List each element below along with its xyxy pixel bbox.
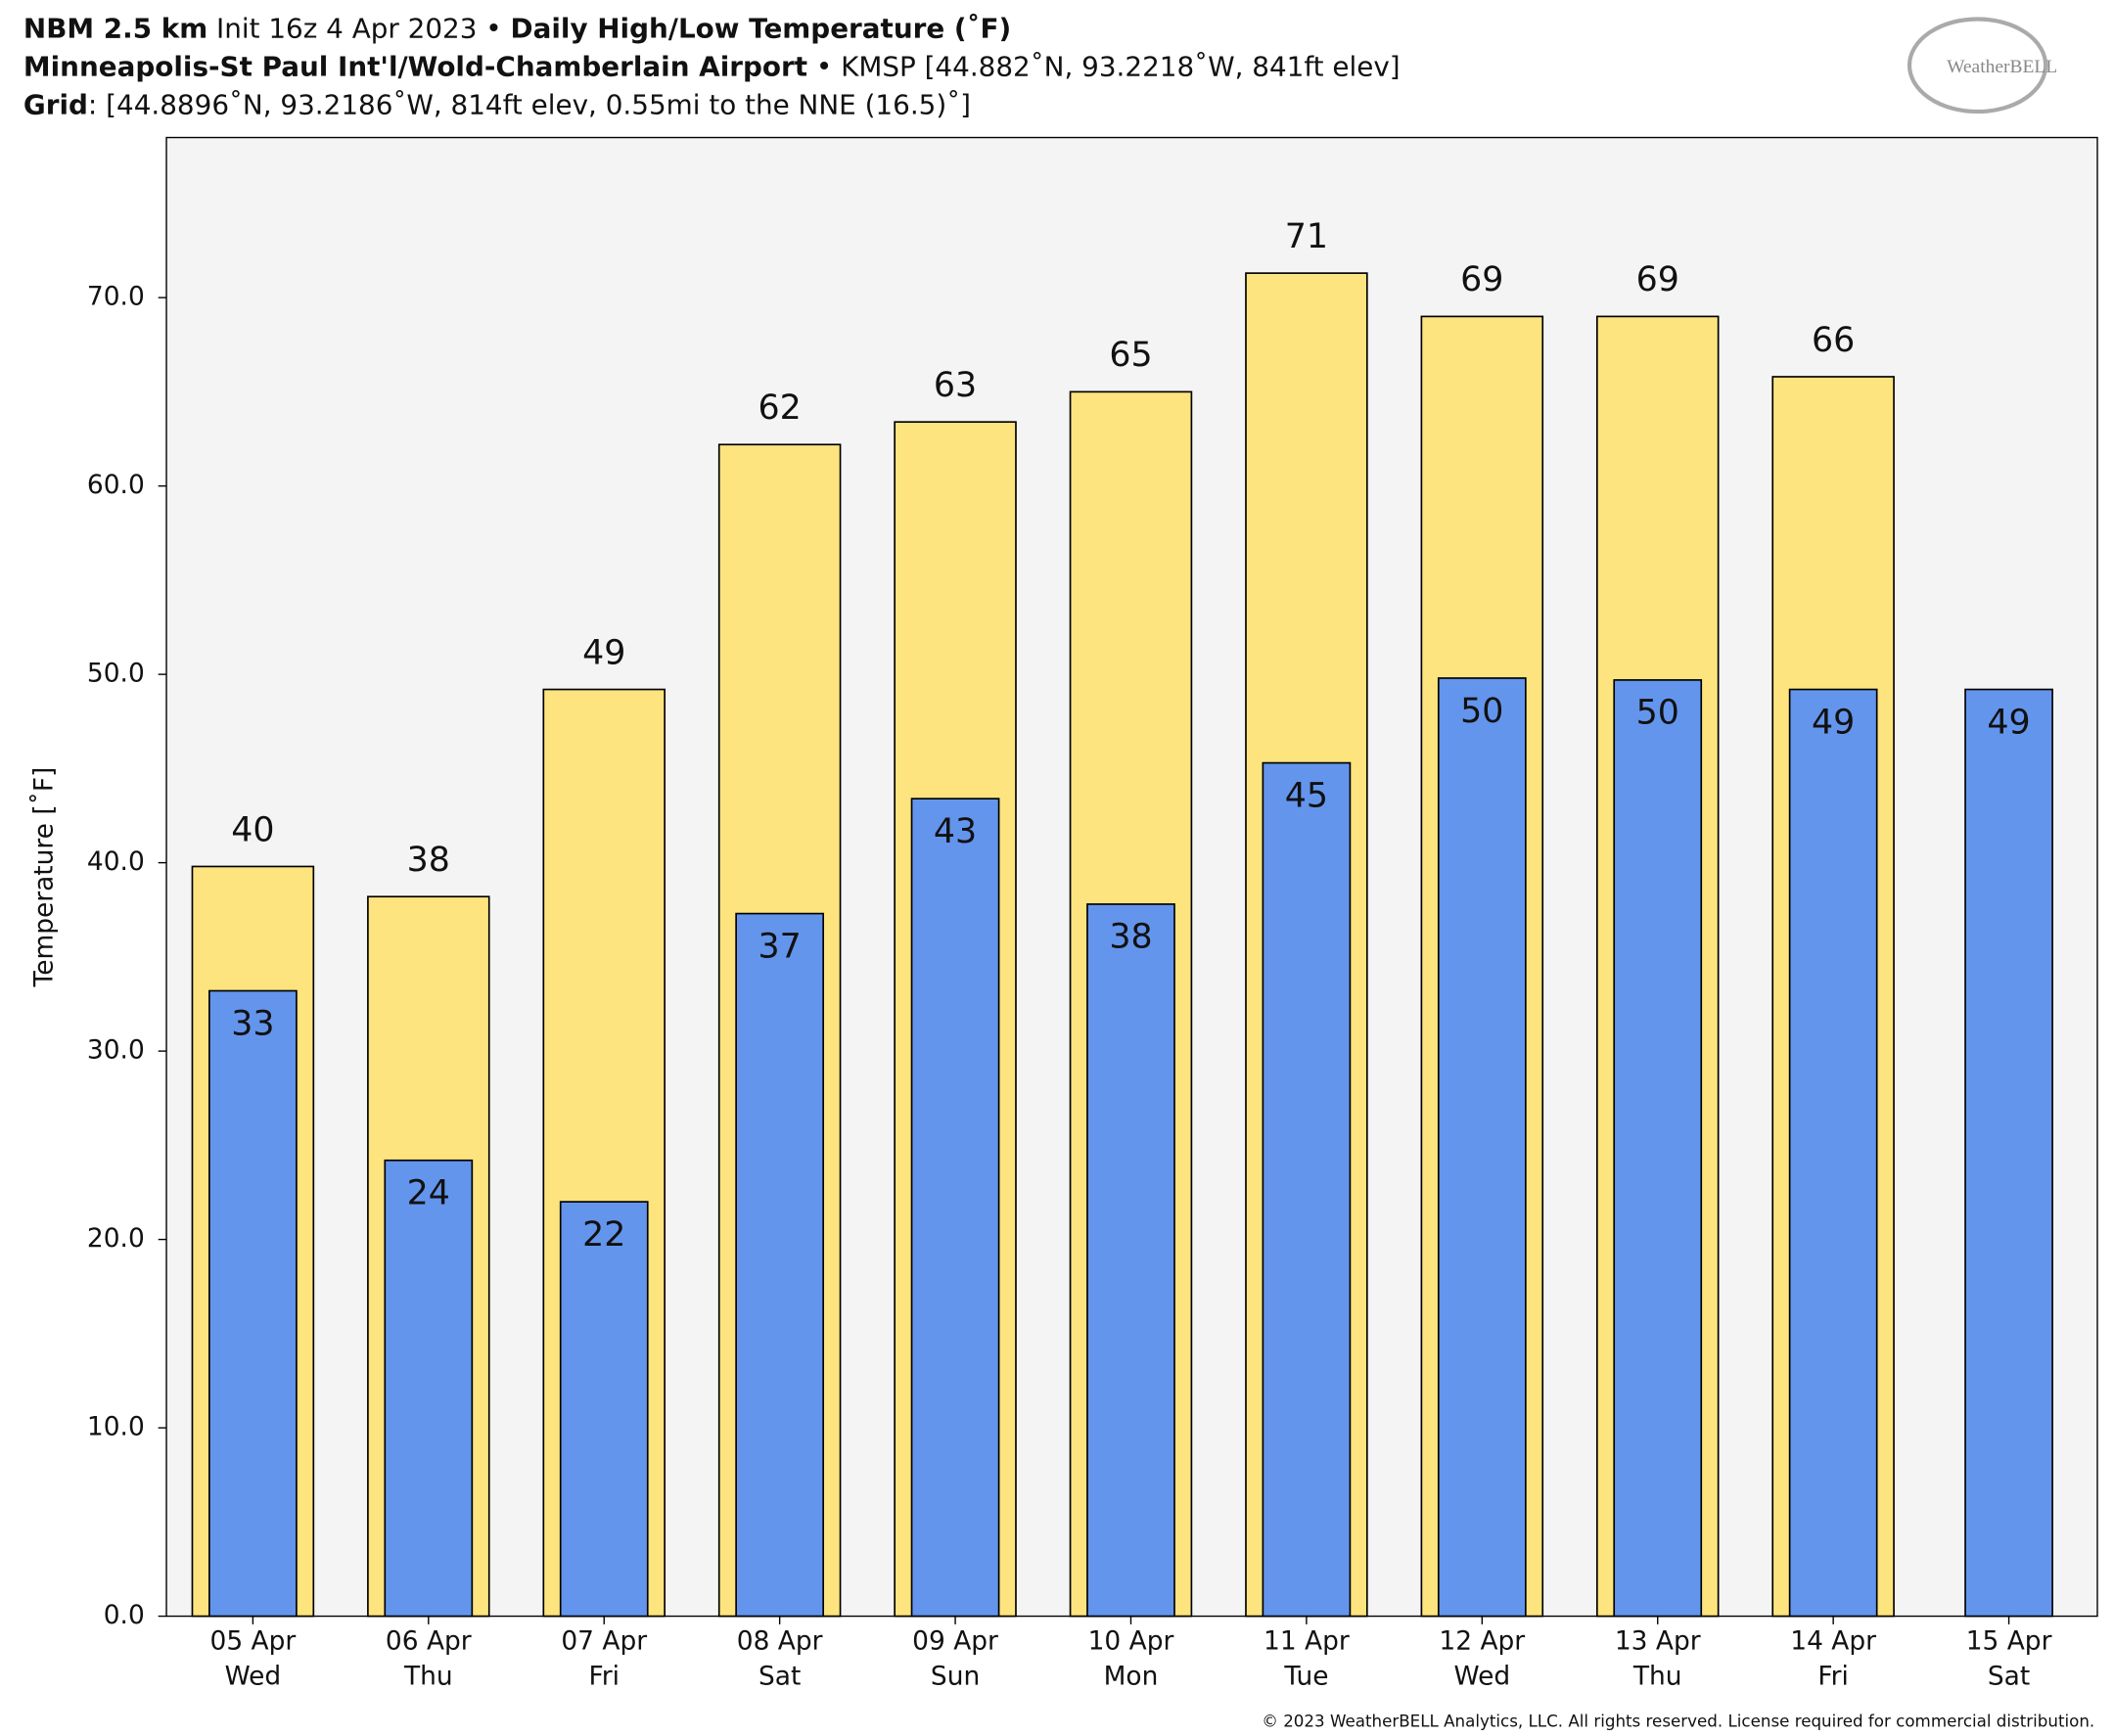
bar: [1086, 903, 1175, 1618]
y-tick-label: 20.0: [87, 1223, 145, 1254]
y-tick-label: 60.0: [87, 470, 145, 500]
bar: [1964, 688, 2053, 1618]
y-tick-label: 40.0: [87, 846, 145, 877]
x-tick-sublabel: Sat: [758, 1662, 801, 1692]
x-tick-sublabel: Sun: [931, 1662, 980, 1692]
value-label: 45: [1285, 776, 1328, 815]
y-axis-label: Temperature [˚F]: [29, 767, 60, 988]
x-tick-label: 15 Apr: [1966, 1625, 2052, 1656]
x-tick-sublabel: Thu: [1632, 1662, 1682, 1692]
value-label: 49: [582, 633, 625, 672]
y-tick-label: 0.0: [104, 1600, 145, 1630]
title-text: Init 16z 4 Apr 2023 •: [207, 13, 510, 45]
bar: [1262, 761, 1352, 1618]
x-tick-sublabel: Wed: [225, 1662, 282, 1692]
x-tick-label: 09 Apr: [912, 1625, 998, 1656]
value-label: 50: [1460, 692, 1503, 731]
value-label: 43: [934, 812, 977, 851]
x-tick-sublabel: Sat: [1988, 1662, 2030, 1692]
value-label: 69: [1460, 260, 1503, 299]
value-label: 37: [758, 927, 802, 966]
x-tick-sublabel: Tue: [1283, 1662, 1328, 1692]
x-tick-label: 11 Apr: [1264, 1625, 1350, 1656]
title-text: : [44.8896˚N, 93.2186˚W, 814ft elev, 0.5…: [88, 89, 971, 121]
bar: [1437, 677, 1527, 1618]
x-tick-label: 13 Apr: [1615, 1625, 1701, 1656]
y-tick-label: 70.0: [87, 282, 145, 312]
bar: [559, 1201, 649, 1618]
value-label: 63: [934, 366, 977, 405]
value-label: 38: [407, 841, 450, 880]
title-bold: Grid: [23, 89, 88, 121]
bar: [1613, 679, 1703, 1618]
bar: [735, 912, 825, 1618]
x-tick-label: 12 Apr: [1439, 1625, 1525, 1656]
bar: [1788, 688, 1878, 1618]
value-label: 65: [1109, 336, 1152, 375]
logo-text: WeatherBELL: [1947, 57, 2057, 77]
title-bold: Daily High/Low Temperature (˚F): [511, 13, 1012, 45]
x-tick-sublabel: Thu: [403, 1662, 453, 1692]
title-line: NBM 2.5 km Init 16z 4 Apr 2023 • Daily H…: [23, 13, 1011, 45]
bar: [910, 798, 1000, 1618]
bar: [384, 1159, 474, 1618]
value-label: 71: [1285, 217, 1328, 256]
logo-swirl: [1907, 17, 2048, 114]
copyright: © 2023 WeatherBELL Analytics, LLC. All r…: [1262, 1713, 2094, 1731]
x-tick-sublabel: Fri: [588, 1662, 619, 1692]
value-label: 22: [582, 1215, 625, 1255]
y-tick-label: 10.0: [87, 1412, 145, 1442]
x-tick-label: 07 Apr: [561, 1625, 647, 1656]
x-tick-label: 14 Apr: [1790, 1625, 1876, 1656]
title-text: • KMSP [44.882˚N, 93.2218˚W, 841ft elev]: [807, 51, 1401, 83]
x-tick-sublabel: Mon: [1104, 1662, 1159, 1692]
value-label: 40: [231, 810, 274, 849]
y-tick-label: 50.0: [87, 659, 145, 689]
value-label: 49: [1812, 703, 1855, 742]
value-label: 38: [1109, 918, 1152, 957]
x-tick-label: 08 Apr: [737, 1625, 823, 1656]
title-bold: Minneapolis-St Paul Int'l/Wold-Chamberla…: [23, 51, 807, 83]
value-label: 49: [1987, 703, 2030, 742]
x-tick-label: 10 Apr: [1088, 1625, 1174, 1656]
x-tick-label: 06 Apr: [386, 1625, 472, 1656]
value-label: 66: [1812, 321, 1855, 360]
title-line: Grid: [44.8896˚N, 93.2186˚W, 814ft elev,…: [23, 89, 971, 121]
title-line: Minneapolis-St Paul Int'l/Wold-Chamberla…: [23, 51, 1401, 83]
x-tick-sublabel: Fri: [1817, 1662, 1848, 1692]
bar: [208, 989, 298, 1618]
value-label: 69: [1636, 260, 1679, 299]
logo: WeatherBELL: [1907, 17, 2057, 114]
x-tick-sublabel: Wed: [1454, 1662, 1511, 1692]
value-label: 62: [758, 388, 802, 428]
value-label: 24: [407, 1174, 450, 1213]
x-tick-label: 05 Apr: [210, 1625, 297, 1656]
value-label: 50: [1636, 694, 1679, 733]
value-label: 33: [231, 1004, 274, 1043]
title-bold: NBM 2.5 km: [23, 13, 207, 45]
y-tick-label: 30.0: [87, 1035, 145, 1066]
